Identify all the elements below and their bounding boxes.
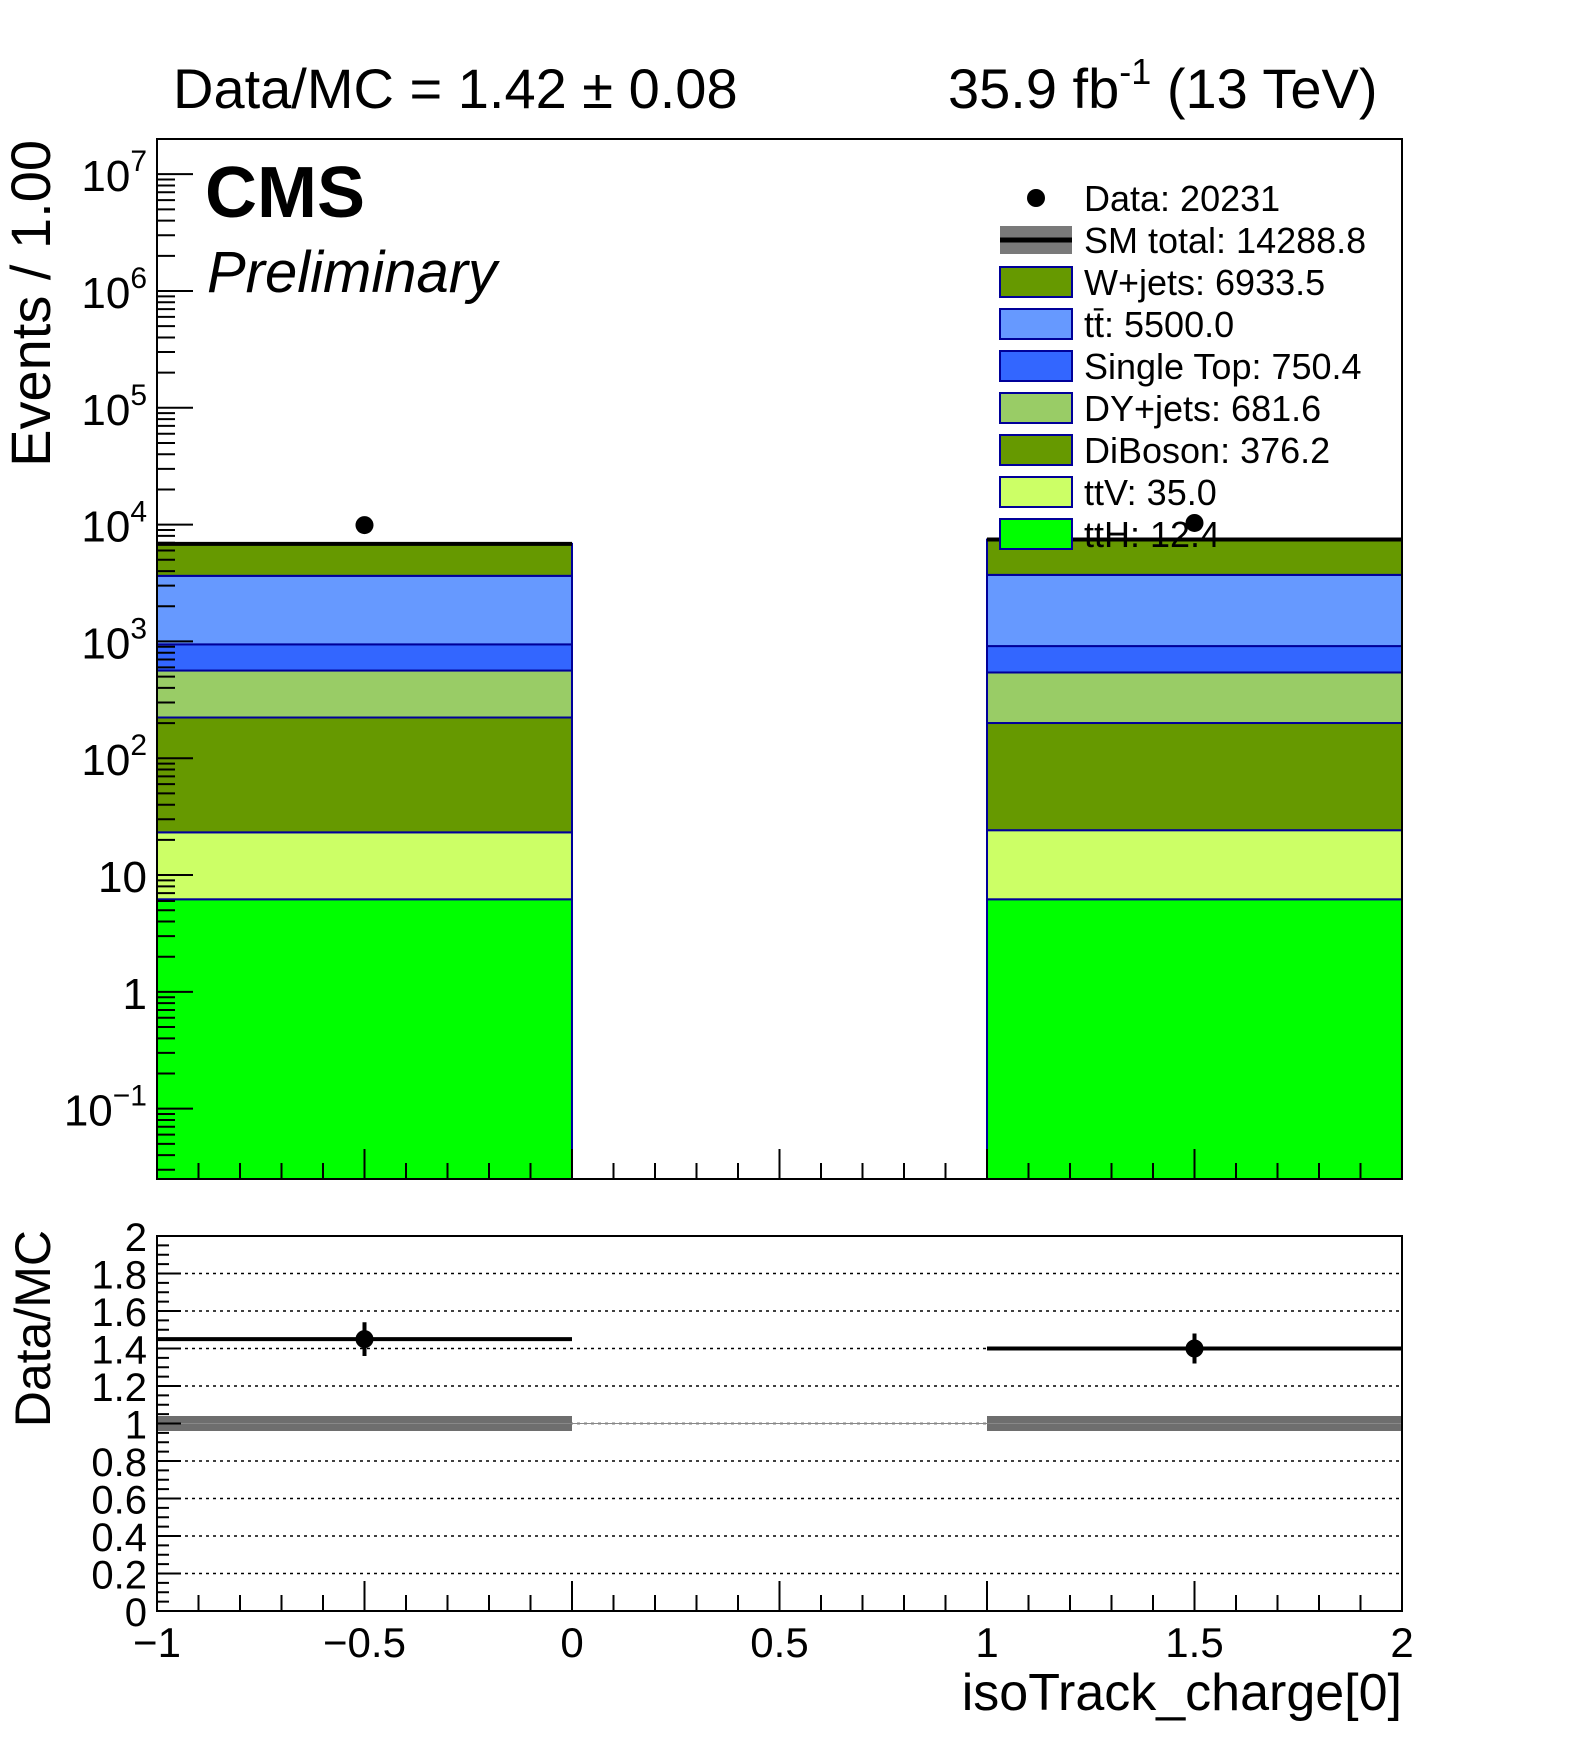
legend-swatch — [999, 350, 1073, 382]
ratio-tick-label: 1.4 — [91, 1329, 147, 1373]
ratio-point — [1185, 1339, 1204, 1358]
y-tick-label: 106 — [81, 262, 147, 318]
x-tick-label: 2 — [1390, 1619, 1413, 1666]
ratio-tick-label: 0.2 — [91, 1554, 147, 1598]
ratio-tick-label: 1.6 — [91, 1291, 147, 1335]
legend-swatch — [999, 392, 1073, 424]
stack-bar — [986, 573, 1403, 648]
ratio-tick-label: 1.2 — [91, 1366, 147, 1410]
legend-entry: SM total: 14288.8 — [1084, 220, 1366, 261]
lumi-value: 35.9 fb — [948, 57, 1119, 120]
stack-bar — [156, 831, 573, 901]
cms-label: CMS — [205, 153, 365, 233]
stack-bar — [156, 643, 573, 672]
stack-bar — [156, 669, 573, 719]
ratio-tick-label: 2 — [125, 1216, 147, 1260]
stack-bar — [986, 722, 1403, 832]
legend-entry: ttV: 35.0 — [1084, 472, 1217, 513]
legend-entry: Data: 20231 — [1084, 178, 1280, 219]
legend-swatch — [999, 308, 1073, 340]
stack-bar — [986, 829, 1403, 901]
legend-swatch — [999, 518, 1073, 550]
stack-bar — [156, 898, 573, 1180]
data-point — [355, 516, 374, 535]
ratio-tick-label: 1.8 — [91, 1254, 147, 1298]
stack-bar — [156, 716, 573, 834]
stack-bar — [156, 574, 573, 646]
ratio-x-axis: −1 −0.5 0 0.5 1 1.5 2 — [133, 1581, 1414, 1666]
legend-swatch — [999, 266, 1073, 298]
legend-entry: W+jets: 6933.5 — [1084, 262, 1325, 303]
ratio-y-axis-title: Data/MC — [5, 1230, 61, 1427]
y-tick-label: 103 — [81, 612, 147, 668]
legend-swatch — [999, 434, 1073, 466]
stack-bar — [986, 671, 1403, 725]
ratio-point — [355, 1330, 374, 1349]
ratio-tick-label: 0.6 — [91, 1479, 147, 1523]
ratio-tick-label: 0.8 — [91, 1441, 147, 1485]
x-tick-label: −0.5 — [323, 1619, 406, 1666]
y-axis-title: Events / 1.00 — [0, 140, 62, 467]
legend-data-marker — [1027, 189, 1045, 207]
y-tick-label: 10−1 — [64, 1080, 147, 1136]
y-tick-label: 102 — [81, 729, 147, 785]
ratio-tick-label: 0.4 — [91, 1516, 147, 1560]
x-tick-label: 0.5 — [750, 1619, 808, 1666]
legend-swatch — [999, 476, 1073, 508]
x-axis-title: isoTrack_charge[0] — [962, 1664, 1402, 1722]
ratio-pad: 21.81.61.41.210.80.60.40.20 −1 −0.5 0 0.5 1 1… — [5, 1216, 1414, 1722]
legend-entry: tt̄: 5500.0 — [1084, 304, 1234, 345]
ratio-points — [157, 1322, 1402, 1364]
legend-entry: Single Top: 750.4 — [1084, 346, 1362, 387]
legend-entry: ttH: 12.4 — [1084, 514, 1220, 555]
y-tick-label: 1 — [123, 970, 147, 1019]
ratio-y-axis: 21.81.61.41.210.80.60.40.20 — [91, 1216, 181, 1635]
x-tick-label: −1 — [133, 1619, 181, 1666]
preliminary-label: Preliminary — [207, 240, 500, 305]
legend-entry: DY+jets: 681.6 — [1084, 388, 1321, 429]
ratio-tick-label: 1 — [125, 1404, 147, 1448]
x-tick-label: 0 — [560, 1619, 583, 1666]
x-tick-label: 1 — [975, 1619, 998, 1666]
x-tick-label: 1.5 — [1165, 1619, 1223, 1666]
data-point — [1185, 513, 1204, 532]
y-tick-label: 104 — [81, 496, 147, 552]
stack-bar — [986, 898, 1403, 1180]
lumi-exponent: -1 — [1119, 51, 1151, 92]
y-tick-label: 107 — [81, 145, 147, 201]
lumi-energy: (13 TeV) — [1151, 57, 1377, 120]
y-tick-label: 10 — [98, 853, 147, 902]
stack-bar — [986, 645, 1403, 674]
stack-bar — [156, 542, 573, 577]
stacked-histogram — [156, 538, 1403, 1180]
ratio-uncertainty-band — [157, 1416, 1402, 1431]
ratio-tick-label: 0 — [125, 1591, 147, 1635]
legend-entry: DiBoson: 376.2 — [1084, 430, 1330, 471]
main-x-axis — [156, 1149, 1403, 1179]
y-tick-label: 105 — [81, 379, 147, 435]
ratio-summary: Data/MC = 1.42 ± 0.08 — [173, 57, 738, 120]
lumi-label: 35.9 fb-1 (13 TeV) — [948, 51, 1377, 120]
